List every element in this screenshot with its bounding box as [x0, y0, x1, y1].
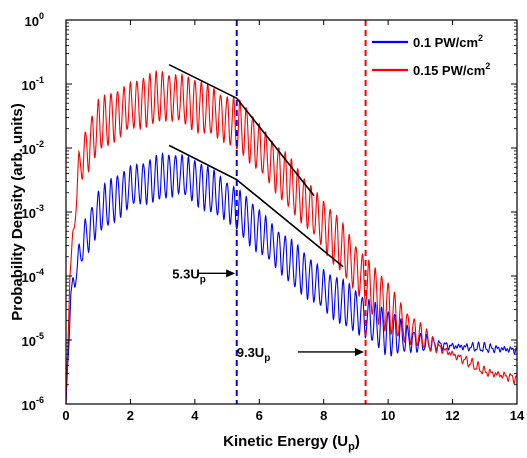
- y-tick-exponent: 0: [39, 11, 44, 21]
- legend-label-1: 0.1 PW/cm2: [413, 33, 483, 50]
- y-axis-label: Probability Density (arb. units): [9, 103, 26, 321]
- x-tick-label: 4: [191, 408, 199, 423]
- annotation-label-1: 5.3Up: [172, 266, 206, 285]
- legend-label-superscript: 2: [485, 61, 490, 71]
- y-tick-base: 10: [22, 270, 36, 285]
- annotation-text-2: 9.3U: [237, 345, 264, 360]
- series-line-1: [65, 152, 518, 405]
- series-layer: [65, 69, 518, 405]
- annotation-arrowhead-2: [354, 347, 364, 356]
- x-axis-label: Kinetic Energy (Up): [223, 433, 360, 453]
- y-tick-exponent: -5: [36, 331, 44, 341]
- y-tick-label: 100: [25, 11, 44, 29]
- y-tick-base: 10: [25, 14, 39, 29]
- legend-label-text: 0.1 PW/cm: [413, 35, 478, 50]
- legend-label-2: 0.15 PW/cm2: [413, 61, 490, 78]
- x-tick-label: 6: [256, 408, 263, 423]
- series-line-2: [65, 69, 518, 405]
- x-tick-label: 14: [510, 408, 525, 423]
- x-tick-label: 2: [127, 408, 134, 423]
- annotation-subscript-1: p: [200, 274, 206, 285]
- fit-line-1: [168, 63, 315, 197]
- y-tick-base: 10: [22, 398, 36, 413]
- y-tick-exponent: -2: [36, 139, 44, 149]
- x-tick-label: 0: [62, 408, 69, 423]
- annotation-label-2: 9.3Up: [237, 345, 271, 364]
- annotation-subscript-2: p: [264, 353, 270, 364]
- y-tick-exponent: -1: [36, 75, 44, 85]
- fit-line-2: [168, 144, 344, 268]
- y-tick-exponent: -4: [36, 267, 44, 277]
- annotation-arrowhead-1: [226, 269, 236, 278]
- y-tick-label: 10-3: [22, 203, 44, 221]
- y-tick-label: 10-2: [22, 139, 44, 157]
- y-tick-label: 10-6: [22, 395, 44, 413]
- cutoff-lines: [235, 20, 367, 404]
- y-tick-label: 10-5: [22, 331, 44, 349]
- legend-label-text: 0.15 PW/cm: [413, 63, 485, 78]
- y-tick-base: 10: [22, 78, 36, 93]
- y-tick-exponent: -3: [36, 203, 44, 213]
- legend-label-superscript: 2: [478, 33, 483, 43]
- y-tick-exponent: -6: [36, 395, 44, 405]
- x-tick-label: 12: [445, 408, 459, 423]
- x-axis-ticks: 0 2 4 6 8 10 12 14: [62, 20, 525, 423]
- x-tick-label: 10: [381, 408, 395, 423]
- fit-lines: [168, 63, 344, 268]
- annotation-text-1: 5.3U: [172, 266, 199, 281]
- y-tick-base: 10: [22, 334, 36, 349]
- y-tick-label: 10-1: [22, 75, 44, 93]
- y-tick-base: 10: [22, 142, 36, 157]
- y-tick-label: 10-4: [22, 267, 44, 285]
- y-tick-base: 10: [22, 206, 36, 221]
- x-tick-label: 8: [320, 408, 327, 423]
